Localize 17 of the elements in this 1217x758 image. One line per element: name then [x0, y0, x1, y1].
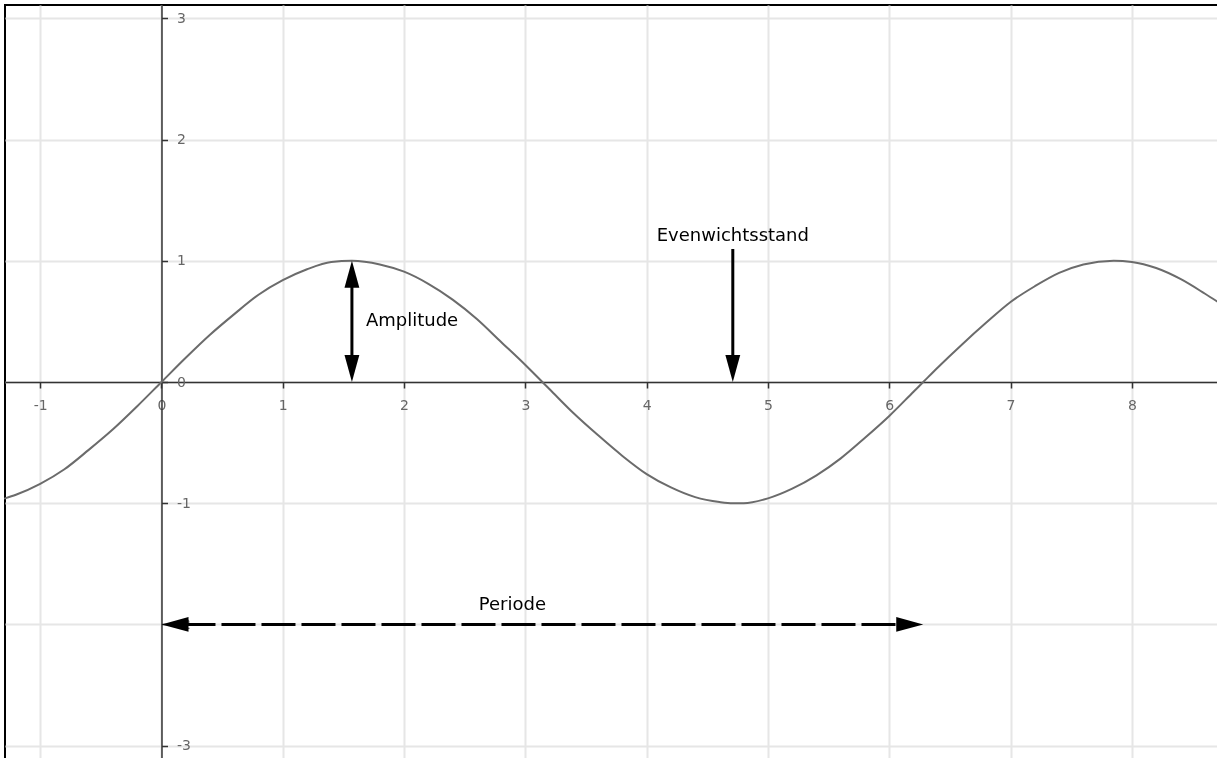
y-tick-label: 1	[176, 252, 186, 269]
y-tick-label: -1	[176, 494, 191, 511]
x-tick-label: -1	[33, 396, 48, 413]
y-tick-label: -3	[176, 737, 191, 754]
x-tick-label: 7	[1006, 396, 1016, 413]
y-tick-label: 3	[176, 9, 186, 26]
x-tick-label: 2	[400, 396, 410, 413]
x-tick-label: 3	[521, 396, 531, 413]
x-tick-label: 5	[764, 396, 773, 413]
x-tick-label: 8	[1127, 396, 1137, 413]
y-tick-label: 2	[176, 131, 186, 148]
annotation: Periode	[478, 593, 546, 615]
x-tick-label: 4	[642, 396, 652, 413]
annotation: Evenwichtsstand	[656, 224, 809, 245]
x-tick-label: 1	[278, 396, 288, 413]
annotation: Amplitude	[365, 309, 459, 331]
x-tick-label: 6	[885, 396, 895, 413]
